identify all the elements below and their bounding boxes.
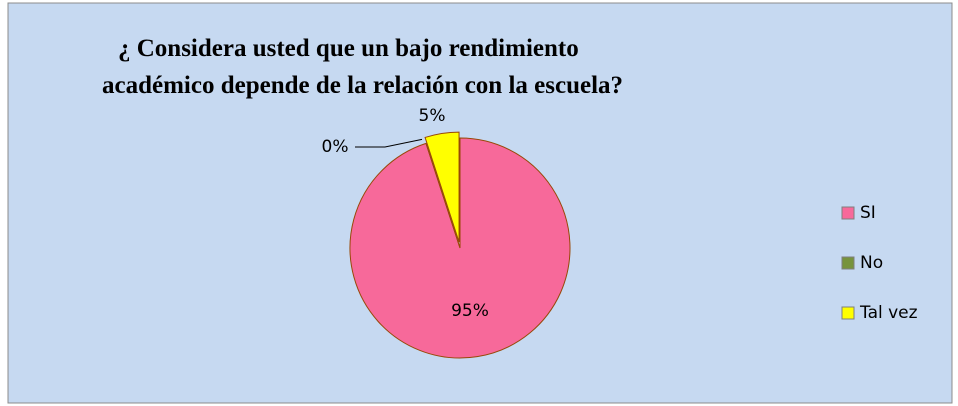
legend-label: Tal vez — [859, 303, 918, 323]
legend-swatch — [841, 206, 855, 220]
data-label: 0% — [322, 137, 349, 157]
pie-slice — [424, 131, 460, 243]
legend-swatch — [841, 256, 855, 270]
legend-label: No — [860, 253, 883, 273]
legend-label: SI — [860, 203, 876, 223]
data-label: 95% — [451, 301, 489, 321]
legend-swatch — [841, 306, 855, 320]
leader-line — [355, 138, 423, 148]
pie-slice — [425, 143, 461, 249]
pie-slice — [349, 137, 571, 359]
chart-title: ¿ Considera usted que un bajo rendimient… — [118, 35, 579, 62]
chart-title: académico depende de la relación con la … — [102, 72, 623, 99]
data-label: 5% — [419, 106, 446, 126]
